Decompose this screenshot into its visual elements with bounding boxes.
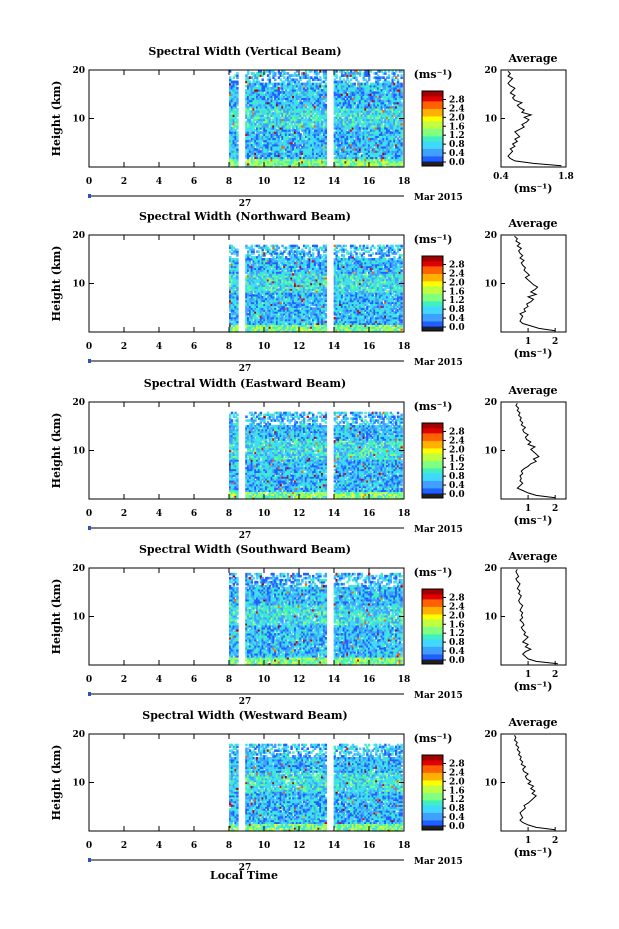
x-tick-label: 16: [363, 177, 376, 187]
x-tick-label: 2: [121, 177, 127, 187]
heatmap-cell: [319, 76, 321, 79]
heatmap-cell: [236, 87, 238, 90]
colorbar-segment: [422, 106, 443, 109]
heatmap-cell: [388, 74, 390, 77]
heatmap-cell: [236, 119, 238, 122]
colorbar-segment: [422, 116, 443, 119]
heatmap-cell: [325, 104, 327, 107]
heatmap-cell: [261, 78, 263, 81]
beam-panel: Spectral Width (Vertical Beam)1020Height…: [50, 45, 574, 209]
colorbar-segment: [422, 144, 443, 147]
y-tick-label: 10: [72, 115, 85, 125]
heatmap-cell: [400, 102, 402, 105]
heatmap: [229, 70, 403, 168]
colorbar-segment: [422, 109, 443, 112]
profile-y-tick-label: 10: [484, 115, 497, 125]
heatmap-cell: [258, 250, 260, 253]
profile-title: Average: [507, 52, 557, 65]
heatmap-cell: [397, 74, 399, 77]
heatmap-cell: [236, 72, 238, 75]
colorbar-segment: [422, 159, 443, 162]
heatmap-cell: [274, 72, 276, 75]
colorbar-segment: [422, 141, 443, 144]
colorbar-segment: [422, 139, 443, 142]
x-tick-label: 12: [293, 177, 306, 187]
date-day-label: 27: [239, 199, 252, 209]
heatmap-cell: [236, 249, 238, 252]
x-tick-label: 14: [328, 177, 341, 187]
beam-panel: Spectral Width (Northward Beam)1020Heigh…: [50, 210, 566, 374]
colorbar-segment: [422, 134, 443, 137]
heatmap-cell: [278, 247, 280, 250]
heatmap-cell: [285, 247, 287, 250]
profile-x-tick-label: 0.4: [493, 172, 509, 182]
x-tick-label: 18: [398, 177, 411, 187]
panel-title: Spectral Width (Northward Beam): [139, 210, 351, 223]
colorbar-segment: [422, 94, 443, 97]
colorbar-segment: [422, 131, 443, 134]
x-tick-label: 10: [258, 177, 271, 187]
colorbar-segment: [422, 99, 443, 102]
x-tick-label: 6: [191, 177, 197, 187]
date-marker: [88, 194, 91, 198]
heatmap-cell: [229, 76, 231, 79]
heatmap-cell: [251, 245, 253, 248]
y-axis-title: Height (km): [50, 81, 63, 157]
colorbar-segment: [422, 114, 443, 117]
colorbar-segment: [422, 149, 443, 152]
colorbar-unit: (ms⁻¹): [414, 68, 453, 81]
colorbar-segment: [422, 136, 443, 139]
heatmap-cell: [236, 108, 238, 111]
heatmap-cell: [400, 83, 402, 86]
profile-frame: [501, 70, 566, 167]
heatmap-cell: [236, 131, 238, 134]
x-tick-label: 8: [226, 177, 232, 187]
colorbar-segment: [422, 146, 443, 149]
colorbar-segment: [422, 124, 443, 127]
y-tick-label: 20: [72, 66, 85, 76]
colorbar-segment: [422, 126, 443, 129]
heatmap-cell: [236, 258, 238, 261]
radar-figure: Local Time Spectral Width (Vertical Beam…: [0, 0, 619, 929]
heatmap-cell: [274, 78, 276, 81]
colorbar-segment: [422, 156, 443, 159]
profile-x-title: (ms⁻¹): [514, 182, 553, 195]
profile-x-tick-label: 1.8: [558, 172, 574, 182]
colorbar-segment: [422, 111, 443, 114]
heatmap: [229, 245, 403, 333]
heatmap-cell: [269, 76, 271, 79]
panel-title: Spectral Width (Vertical Beam): [148, 45, 341, 58]
heatmap-cell: [252, 249, 254, 252]
heatmap-cell: [354, 83, 356, 86]
profile-line: [508, 71, 561, 166]
x-tick-label: 0: [86, 177, 92, 187]
heatmap-cell: [236, 144, 238, 147]
heatmap-cell: [335, 74, 337, 77]
profile-y-tick-label: 20: [484, 66, 497, 76]
date-month-label: Mar 2015: [414, 193, 463, 203]
colorbar-tick-label: 0.0: [449, 158, 465, 168]
colorbar-bottom: [422, 162, 443, 166]
colorbar-segment: [422, 119, 443, 122]
colorbar-segment: [422, 151, 443, 154]
colorbar-segment: [422, 96, 443, 99]
heatmap-cell: [355, 76, 357, 79]
heatmap-cell: [236, 81, 238, 84]
heatmap-cell: [400, 74, 402, 77]
heatmap-cell: [397, 78, 399, 81]
colorbar-segment: [422, 104, 443, 107]
colorbar-segment: [422, 129, 443, 132]
colorbar-segment: [422, 101, 443, 104]
colorbar-segment: [422, 154, 443, 157]
colorbar-segment: [422, 121, 443, 124]
heatmap-cell: [325, 83, 327, 86]
x-tick-label: 4: [156, 177, 162, 187]
